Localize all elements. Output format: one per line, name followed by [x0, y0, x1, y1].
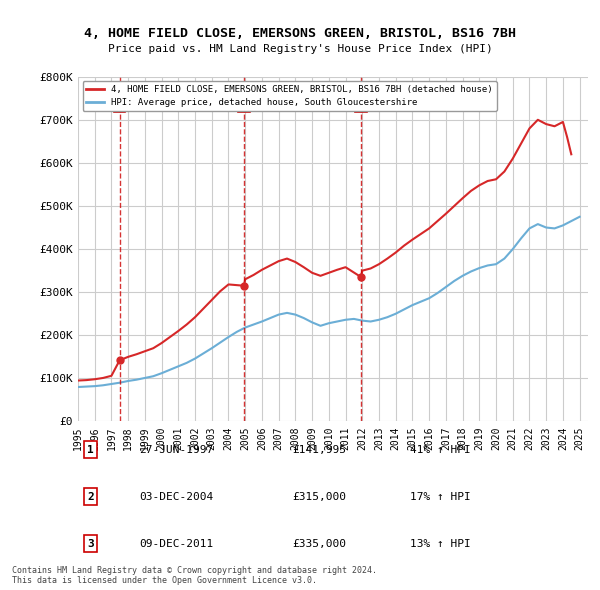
Text: £335,000: £335,000	[292, 539, 346, 549]
Text: 27-JUN-1997: 27-JUN-1997	[139, 445, 214, 455]
Legend: 4, HOME FIELD CLOSE, EMERSONS GREEN, BRISTOL, BS16 7BH (detached house), HPI: Av: 4, HOME FIELD CLOSE, EMERSONS GREEN, BRI…	[83, 81, 497, 111]
Text: 09-DEC-2011: 09-DEC-2011	[139, 539, 214, 549]
Text: 2: 2	[241, 99, 247, 109]
Text: £141,995: £141,995	[292, 445, 346, 455]
Text: Price paid vs. HM Land Registry's House Price Index (HPI): Price paid vs. HM Land Registry's House …	[107, 44, 493, 54]
Text: Contains HM Land Registry data © Crown copyright and database right 2024.: Contains HM Land Registry data © Crown c…	[12, 566, 377, 575]
Text: 03-DEC-2004: 03-DEC-2004	[139, 491, 214, 502]
Text: 17% ↑ HPI: 17% ↑ HPI	[409, 491, 470, 502]
Text: 13% ↑ HPI: 13% ↑ HPI	[409, 539, 470, 549]
Text: 3: 3	[358, 99, 364, 109]
Text: £315,000: £315,000	[292, 491, 346, 502]
Text: 1: 1	[88, 445, 94, 455]
Text: 1: 1	[116, 99, 122, 109]
Text: 2: 2	[88, 491, 94, 502]
Text: This data is licensed under the Open Government Licence v3.0.: This data is licensed under the Open Gov…	[12, 576, 317, 585]
Text: 4, HOME FIELD CLOSE, EMERSONS GREEN, BRISTOL, BS16 7BH: 4, HOME FIELD CLOSE, EMERSONS GREEN, BRI…	[84, 27, 516, 40]
Text: 3: 3	[88, 539, 94, 549]
Text: 41% ↑ HPI: 41% ↑ HPI	[409, 445, 470, 455]
